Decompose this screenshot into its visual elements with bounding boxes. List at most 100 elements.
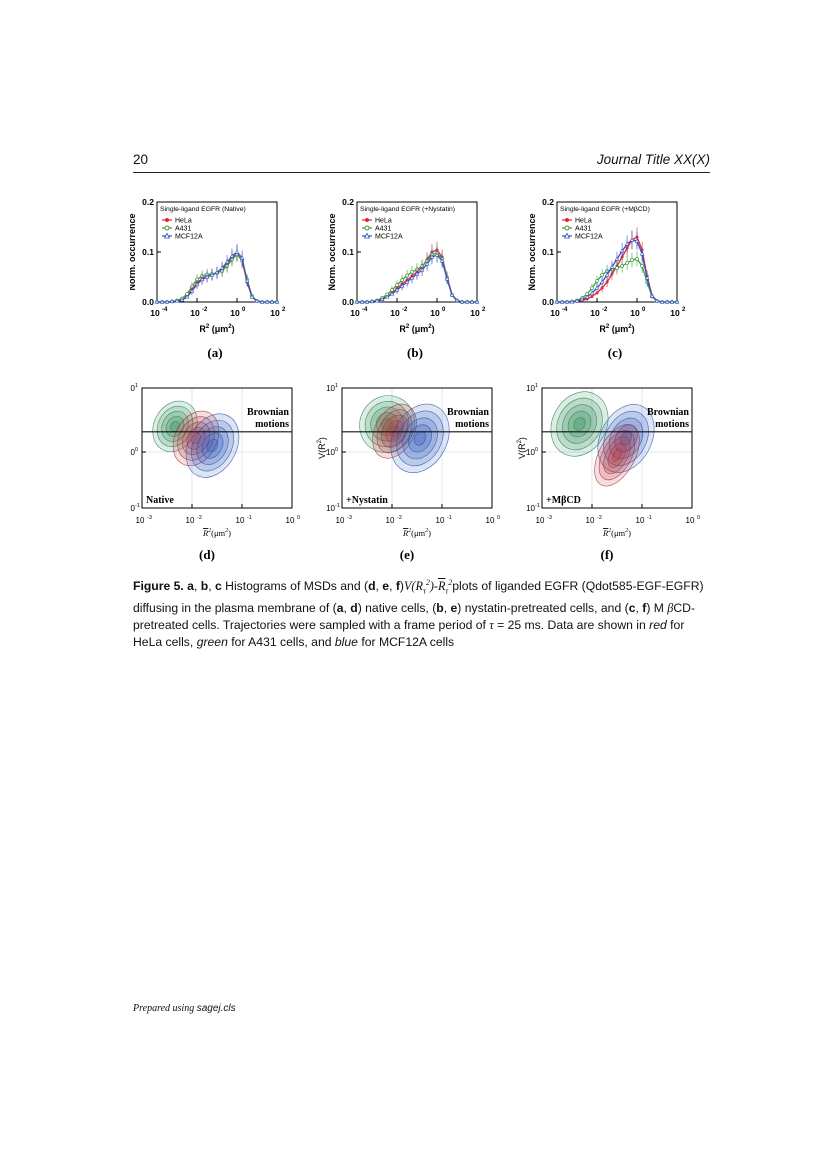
data-point <box>179 297 185 302</box>
brownian-label: Brownian <box>447 407 489 418</box>
contour-level <box>573 417 586 431</box>
cap-e: e <box>382 579 390 594</box>
data-point <box>404 279 410 284</box>
y-tick-label: 10 <box>130 448 136 457</box>
cap-f: f <box>395 579 400 594</box>
contour-level <box>185 413 240 478</box>
x-tick-label: 10 <box>286 516 295 525</box>
data-point <box>619 248 625 253</box>
data-point <box>354 299 360 304</box>
data-point <box>389 291 395 296</box>
x-tick-exponent: -4 <box>562 307 568 313</box>
data-point <box>390 288 394 292</box>
data-point <box>184 294 190 299</box>
data-point <box>594 285 600 290</box>
contour-level <box>201 432 224 459</box>
x-tick-label: 10 <box>686 516 695 525</box>
cap-c: c <box>214 579 222 594</box>
x-tick-label: 10 <box>336 516 345 525</box>
legend-marker <box>165 218 169 222</box>
x-tick-label: 10 <box>486 516 495 525</box>
data-point <box>649 293 655 298</box>
contour-level <box>172 410 220 466</box>
cap-t: ) native cells, ( <box>357 600 437 615</box>
cap-d: d <box>368 579 376 594</box>
cap-t: ) <box>399 579 404 594</box>
data-point <box>429 254 435 259</box>
data-point <box>459 299 465 304</box>
y-tick-label: 0.2 <box>142 197 154 207</box>
legend-label: MCF12A <box>375 234 403 241</box>
x-tick-exponent: 2 <box>282 307 286 313</box>
data-point <box>589 290 595 295</box>
caption-label: Figure 5. <box>133 579 184 594</box>
data-point <box>600 286 604 290</box>
data-point <box>595 291 599 295</box>
cap-t: , <box>193 579 201 594</box>
data-point <box>409 275 415 280</box>
figure-caption: Figure 5. a, b, c Histograms of MSDs and… <box>133 574 713 651</box>
y-axis-label: V(R2) <box>317 437 327 459</box>
data-point <box>644 275 650 280</box>
y-tick-label: 10 <box>130 504 136 513</box>
x-tick-label: 10 <box>136 516 145 525</box>
legend-label: A431 <box>575 226 591 233</box>
data-point <box>454 298 460 302</box>
legend-label: HeLa <box>375 218 392 225</box>
data-point <box>590 295 594 298</box>
x-tick-exponent: -2 <box>397 515 402 521</box>
panel-label: (b) <box>407 345 423 360</box>
x-tick-label: 10 <box>186 516 195 525</box>
y-tick-label: 10 <box>526 448 535 457</box>
data-point <box>574 298 580 303</box>
x-axis-label: R2(μm2) <box>602 528 631 538</box>
x-tick-label: 10 <box>670 308 680 318</box>
x-tick-exponent: -1 <box>247 515 252 521</box>
footer-text: Prepared using <box>133 1003 197 1014</box>
legend-marker <box>364 225 370 231</box>
x-tick-exponent: -2 <box>202 307 208 313</box>
data-point <box>194 282 200 286</box>
brownian-label: Brownian <box>247 407 289 418</box>
panel-label: (a) <box>207 345 222 360</box>
page-number: 20 <box>133 152 149 167</box>
x-tick-exponent: -4 <box>362 307 368 313</box>
data-point <box>269 299 275 304</box>
brownian-label: motions <box>655 419 689 430</box>
cap-t: for HeLa cells, <box>133 617 685 649</box>
y-tick-label: 10 <box>526 384 535 393</box>
legend-marker <box>164 225 170 231</box>
data-point <box>625 261 629 265</box>
running-header: 20 Journal Title XX(X) <box>133 152 710 173</box>
x-tick-label: 10 <box>536 516 545 525</box>
x-tick-label: 10 <box>436 516 445 525</box>
x-tick-label: 10 <box>350 308 360 318</box>
y-tick-exponent: 1 <box>535 383 538 389</box>
condition-label: +Nystatin <box>346 495 388 506</box>
x-tick-label: 10 <box>150 308 160 318</box>
data-point <box>629 237 635 242</box>
x-tick-exponent: -3 <box>147 515 152 521</box>
x-tick-label: 10 <box>550 308 560 318</box>
y-tick-label: 0.1 <box>342 247 354 257</box>
panel-label: (e) <box>400 547 414 562</box>
contour-level <box>196 426 229 465</box>
cap-green: green <box>196 634 228 649</box>
cap-blue: blue <box>334 634 358 649</box>
data-point <box>254 298 260 303</box>
panel-label: (c) <box>608 345 622 360</box>
x-tick-exponent: 0 <box>242 307 246 313</box>
data-point <box>449 292 455 297</box>
data-point <box>474 299 480 304</box>
brownian-label: motions <box>255 419 289 430</box>
cap-t: , <box>389 579 396 594</box>
data-point <box>424 261 430 266</box>
y-tick-label: 0.1 <box>542 247 554 257</box>
cap-t: , <box>443 600 451 615</box>
data-point <box>579 297 585 301</box>
legend-label: MCF12A <box>575 234 603 241</box>
data-point <box>394 287 400 292</box>
data-point <box>669 299 675 304</box>
